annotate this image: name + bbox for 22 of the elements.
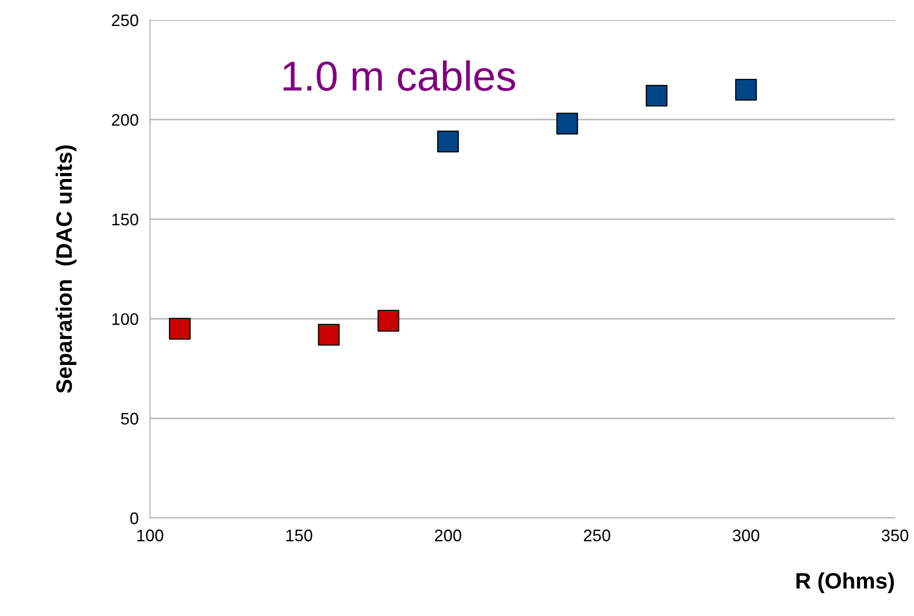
y-tick-label: 250	[112, 14, 138, 26]
point	[378, 310, 400, 332]
x-axis-title: R (Ohms)	[796, 572, 894, 594]
x-tick-label: 200	[434, 530, 462, 542]
y-tick-label: 0	[130, 512, 138, 524]
x-tick-label: 350	[882, 530, 908, 542]
point	[556, 112, 578, 134]
x-tick-label: 100	[137, 530, 164, 542]
y-tick-label: 50	[121, 412, 138, 425]
point	[318, 324, 340, 346]
y-tick-label: 150	[112, 214, 138, 226]
y-tick-label: 200	[112, 114, 138, 126]
annotation: 1.0 m cables	[284, 60, 516, 91]
point	[646, 84, 668, 107]
point	[168, 318, 191, 340]
y-axis-title: Separation (DAC units)	[56, 145, 76, 394]
x-tick-label: 300	[732, 530, 760, 542]
x-tick-label: 150	[286, 530, 312, 542]
point	[437, 130, 459, 152]
y-tick-label: 100	[112, 313, 138, 326]
point	[735, 78, 757, 101]
x-tick-label: 250	[584, 530, 610, 542]
